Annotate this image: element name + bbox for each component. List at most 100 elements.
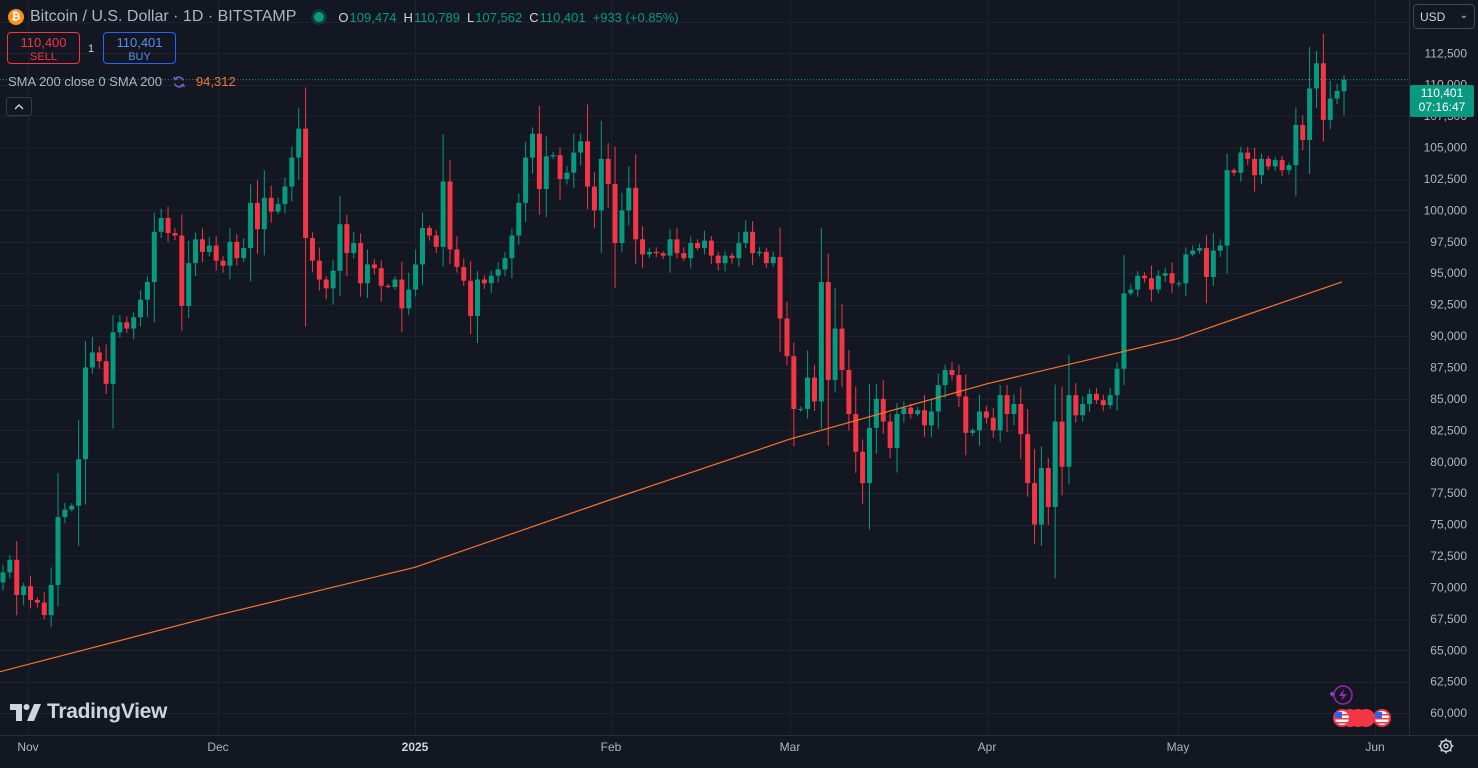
candle-up [151, 231, 157, 283]
candle-down [41, 602, 47, 616]
candle-down [1300, 124, 1306, 141]
symbol-legend: ₿ Bitcoin / U.S. Dollar · 1D · BITSTAMP … [8, 8, 686, 26]
candle-down [1045, 468, 1051, 508]
candle-up [915, 410, 921, 415]
candle-up [110, 332, 116, 384]
candle-up [564, 172, 570, 179]
candle-down [1231, 170, 1237, 173]
candle-down [220, 260, 226, 266]
candle-down [1059, 421, 1065, 467]
candle-up [970, 430, 976, 433]
candle-up [1217, 245, 1223, 251]
candle-up [1286, 165, 1292, 171]
candle-up [1307, 88, 1313, 141]
candle-down [124, 322, 130, 329]
candle-down [640, 239, 646, 255]
candle-up [330, 270, 336, 289]
candle-up [488, 275, 494, 284]
candle-down [344, 224, 350, 254]
candle-down [213, 245, 219, 261]
time-scale-label: Jun [1365, 740, 1384, 754]
price-scale-label: 80,000 [1430, 455, 1467, 469]
candle-up [413, 264, 419, 290]
candle-down [825, 282, 831, 381]
price-scale-label: 75,000 [1430, 518, 1467, 532]
bitcoin-icon[interactable]: ₿ [8, 9, 24, 25]
buy-button[interactable]: 110,401 BUY [103, 32, 176, 64]
open-key: O [338, 9, 349, 25]
candle-up [275, 204, 281, 212]
candle-down [557, 155, 563, 179]
candle-down [880, 398, 886, 422]
candle-down [371, 264, 377, 269]
candle-down [268, 197, 274, 212]
candle-down [103, 361, 109, 384]
candle-up [83, 367, 89, 460]
market-open-status-dot[interactable] [314, 12, 325, 22]
time-scale[interactable]: Nov Dec 2025 Feb Mar Apr May Jun [17, 740, 1384, 754]
candle-down [323, 279, 329, 289]
candle-down [461, 266, 467, 281]
price-scale[interactable]: 60,000 62,500 65,000 67,500 70,000 72,500 75,0… [1424, 15, 1468, 720]
candle-up [688, 243, 694, 259]
candle-down [96, 352, 102, 362]
gear-icon[interactable] [1438, 738, 1454, 754]
candle-down [378, 268, 384, 286]
indicator-name[interactable]: SMA 200 close 0 SMA 200 [8, 74, 162, 89]
candle-down [860, 451, 866, 484]
candle-down [1073, 395, 1079, 416]
candle-up [1162, 273, 1168, 276]
candle-up [743, 231, 749, 244]
price-scale-label: 87,500 [1430, 361, 1467, 375]
candle-down [358, 243, 364, 284]
candle-up [1135, 275, 1141, 290]
candle-up [798, 408, 804, 410]
candle-down [1004, 395, 1010, 415]
sell-button[interactable]: 110,400 SELL [7, 32, 80, 64]
candle-up [530, 133, 536, 158]
candle-up [144, 282, 150, 300]
candle-down [674, 239, 680, 254]
candle-up [1272, 160, 1278, 167]
candle-up [186, 263, 192, 306]
sell-price: 110,400 [20, 35, 67, 50]
candle-down [1025, 434, 1031, 484]
indicator-legend[interactable]: SMA 200 close 0 SMA 200 94,312 [8, 74, 236, 89]
candle-up [131, 317, 137, 329]
candles [0, 33, 1347, 628]
price-scale-label: 97,500 [1430, 235, 1467, 249]
candle-down [1093, 393, 1099, 401]
price-scale-label: 62,500 [1430, 675, 1467, 689]
candle-down [14, 559, 20, 595]
economic-events-markers[interactable] [1330, 684, 1394, 732]
candle-down [34, 600, 40, 603]
tradingview-logo[interactable]: TradingView [10, 700, 167, 724]
sync-icon[interactable] [172, 75, 186, 89]
candle-down [199, 239, 205, 252]
candle-down [949, 370, 955, 376]
candle-down [454, 249, 460, 267]
order-quantity[interactable]: 1 [88, 43, 95, 55]
candle-up [832, 328, 838, 381]
candle-down [1018, 403, 1024, 435]
symbol-title[interactable]: Bitcoin / U.S. Dollar · 1D · BITSTAMP [30, 8, 297, 25]
candle-down [990, 417, 996, 431]
candle-up [646, 251, 652, 255]
candle-up [1210, 250, 1216, 278]
us-flag-icon[interactable] [1333, 709, 1391, 727]
currency-select[interactable]: USD ⌄ [1413, 4, 1475, 29]
candle-up [337, 224, 343, 271]
candle-down [839, 328, 845, 371]
sell-label: SELL [30, 51, 57, 63]
candle-up [1080, 403, 1086, 416]
time-scale-label: Mar [780, 740, 801, 754]
candle-up [523, 157, 529, 203]
candle-up [997, 395, 1003, 431]
candle-down [179, 235, 185, 306]
candle-up [241, 248, 247, 259]
candle-up [248, 202, 254, 249]
close-value: 110,401 [539, 9, 586, 25]
time-scale-label: Dec [207, 740, 228, 754]
collapse-legend-button[interactable] [6, 97, 32, 116]
